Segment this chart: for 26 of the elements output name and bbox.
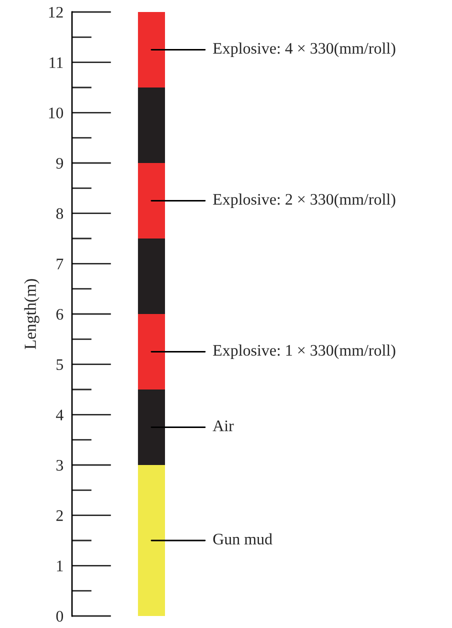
bar [138,314,165,390]
y-tick-label: 10 [49,108,64,118]
y-tick-label: 3 [56,460,64,471]
text: Explosive: 1 × 330(mm/roll) [213,344,396,359]
text: Air [212,420,234,432]
y-tick-label: 4 [56,410,64,420]
text: Explosive: 2 × 330(mm/roll) [213,194,396,208]
bar [138,163,165,238]
y-tick-label: 7 [56,258,64,270]
bar [138,12,165,88]
y-axis-title: Length(m) [24,279,40,350]
bar [138,465,165,616]
text: Explosive: 4 × 330(mm/roll) [213,42,396,57]
y-tick-label: 2 [56,510,63,521]
y-tick-label: 12 [49,6,63,18]
y-tick-label: 1 [57,560,63,572]
y-tick-label: 0 [56,610,64,622]
y-tick-label: 9 [56,158,64,169]
y-tick-label: 5 [56,359,64,370]
bar [138,390,165,465]
bar [138,88,165,163]
y-tick-label: 8 [56,208,64,220]
y-tick-label: 6 [56,308,64,320]
y-tick-label: 11 [50,57,63,68]
text: Gun mud [213,533,272,544]
bar [138,238,165,314]
